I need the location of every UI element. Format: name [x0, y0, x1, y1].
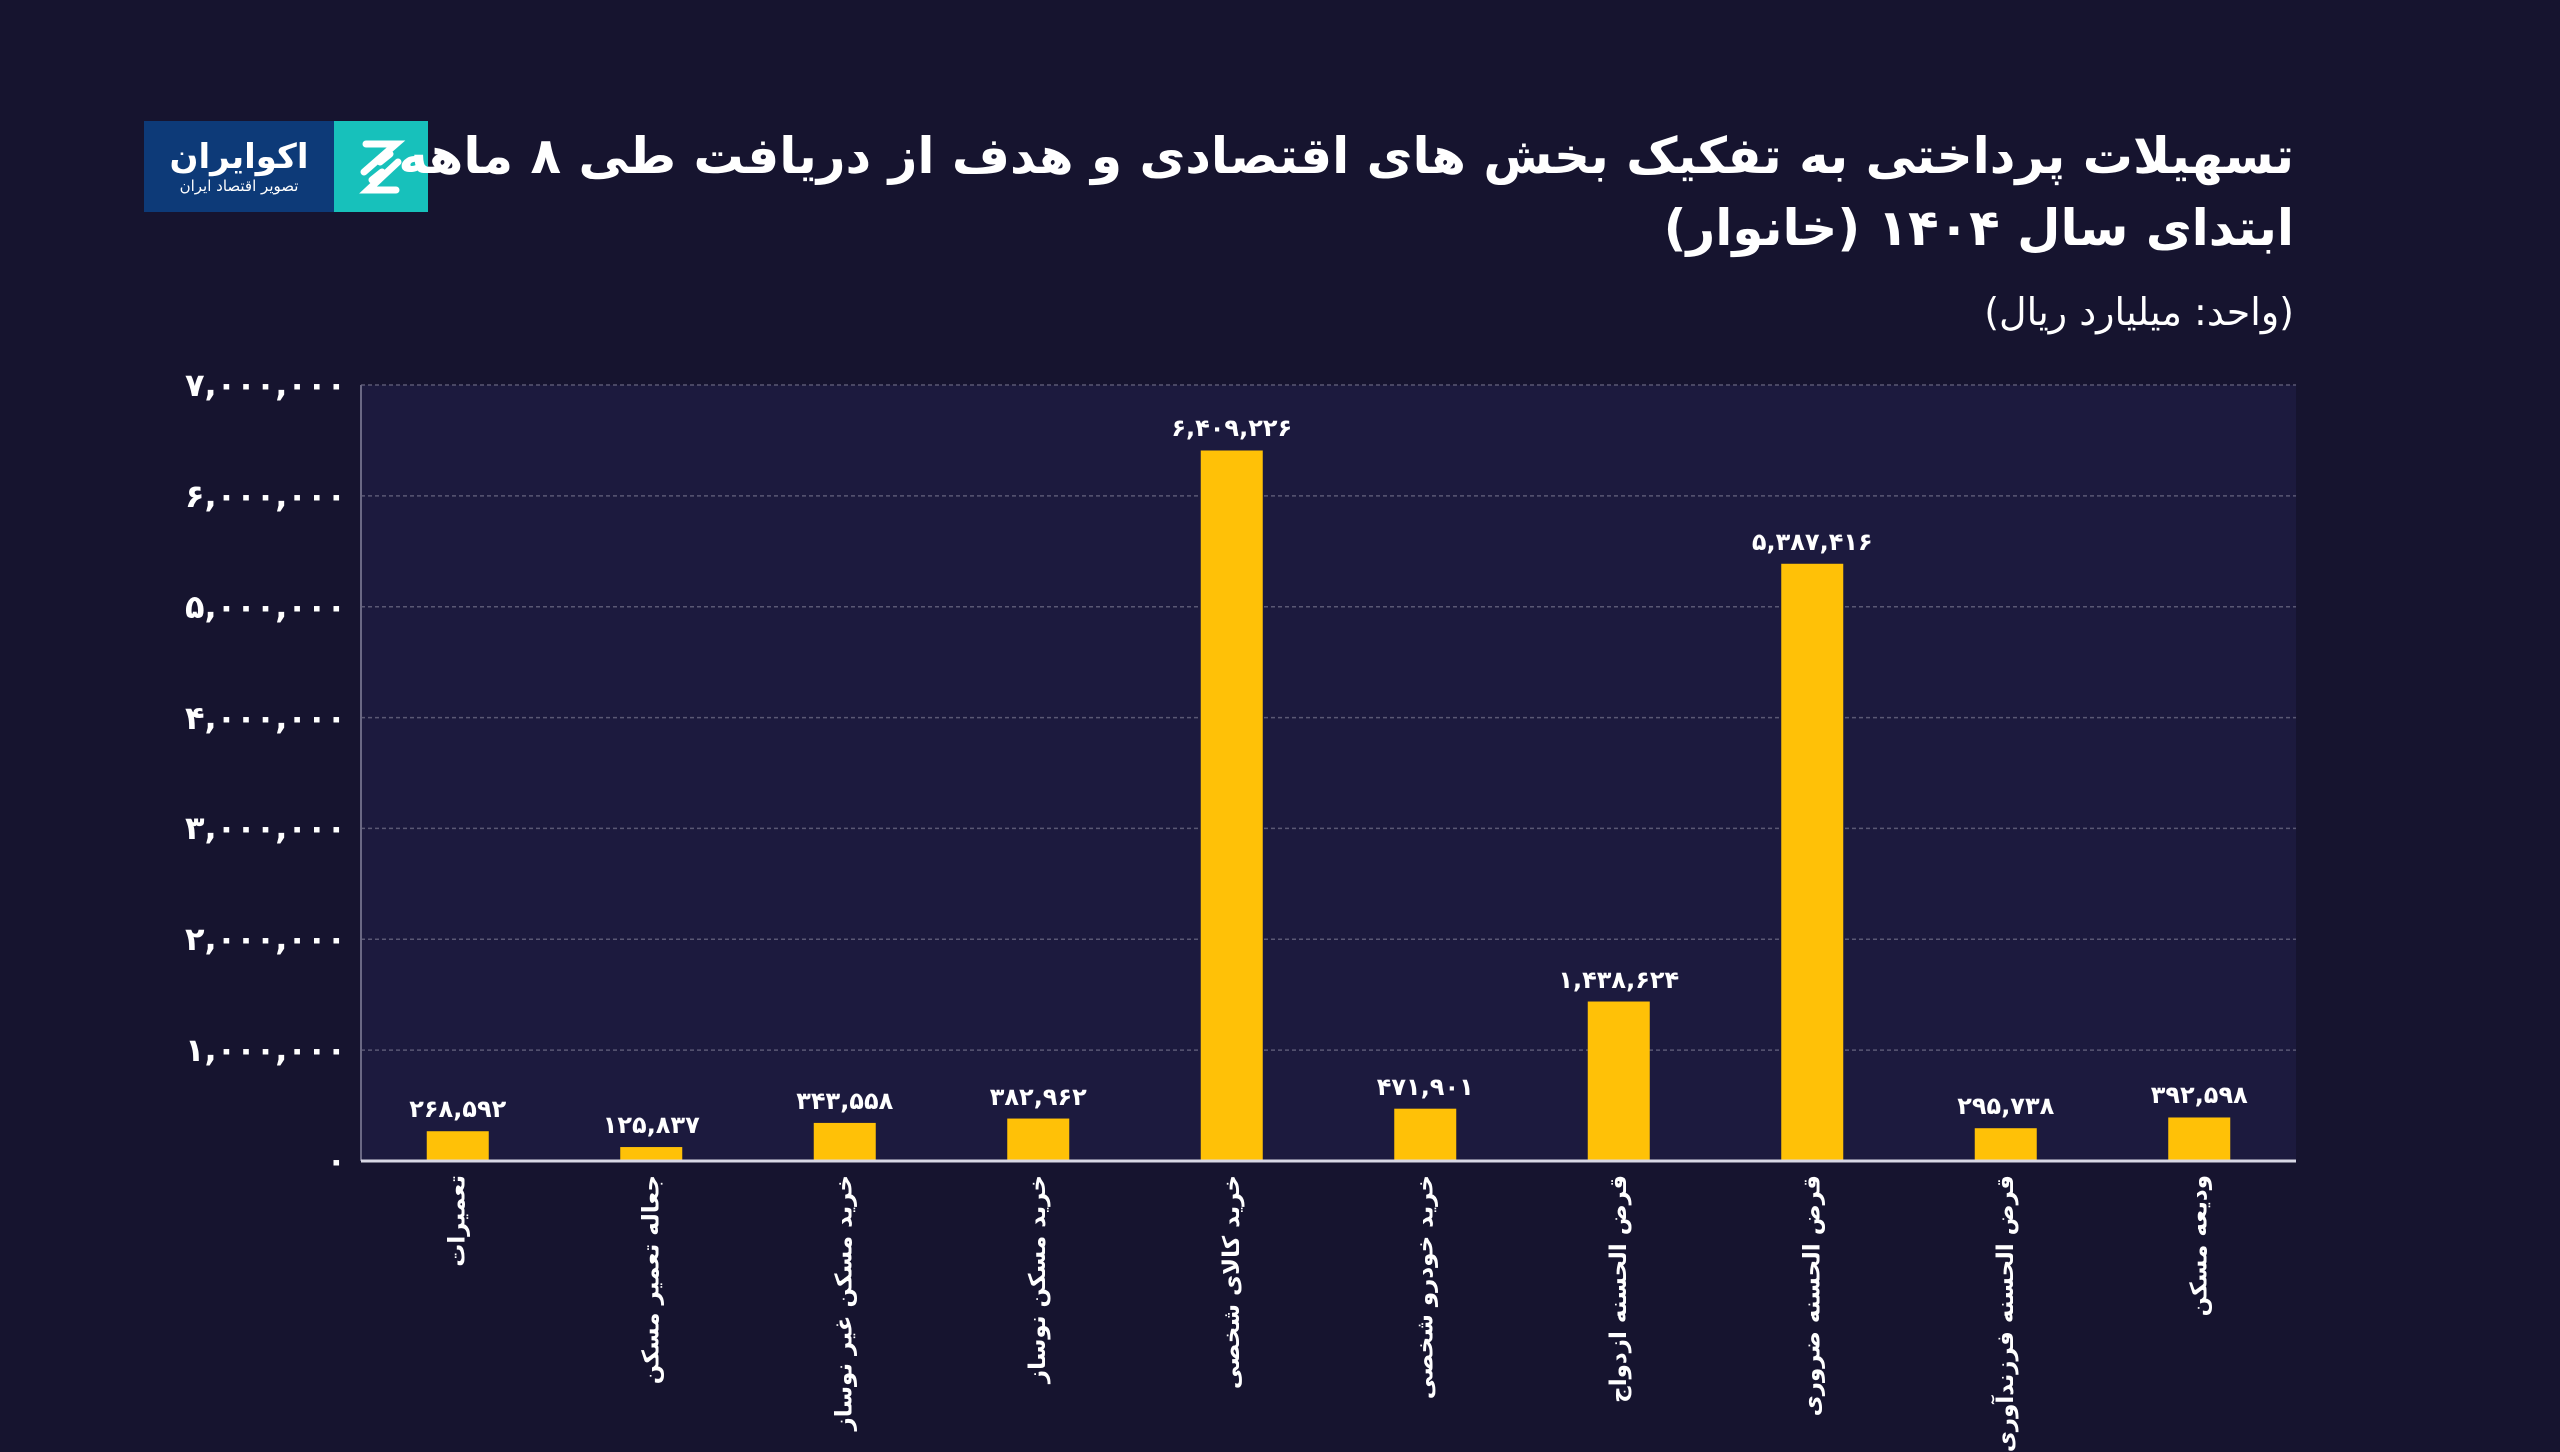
- category-label: خرید خودرو شخصی: [1412, 1175, 1439, 1400]
- chart-title: تسهیلات پرداختی به تفکیک بخش های اقتصادی…: [398, 127, 2294, 257]
- category-label: قرض الحسنه ازدواج: [1605, 1175, 1632, 1403]
- y-tick-label: ۷,۰۰۰,۰۰۰: [184, 366, 346, 404]
- data-label: ۲۶۸,۵۹۲: [409, 1095, 507, 1124]
- category-label: قرض الحسنه ضروری: [1799, 1175, 1826, 1417]
- data-label: ۲۹۵,۷۳۸: [1957, 1092, 2055, 1121]
- bar: [1200, 450, 1263, 1161]
- logo-mark-icon: [334, 121, 428, 212]
- data-label: ۶,۴۰۹,۲۲۶: [1171, 414, 1293, 443]
- category-label: ودیعه مسکن: [2186, 1175, 2213, 1317]
- plot-area: [361, 385, 2296, 1161]
- data-label: ۳۹۲,۵۹۸: [2150, 1081, 2248, 1110]
- bar: [426, 1131, 489, 1161]
- data-label: ۱۲۵,۸۳۷: [602, 1111, 700, 1140]
- y-tick-label: ۲,۰۰۰,۰۰۰: [184, 920, 346, 959]
- category-label: قرض الحسنه فرزندآوری: [1992, 1175, 2019, 1452]
- bar: [2168, 1117, 2231, 1161]
- category-label: خرید مسکن نوساز: [1025, 1175, 1052, 1384]
- y-tick-label: ۴,۰۰۰,۰۰۰: [184, 698, 346, 737]
- bar: [1007, 1118, 1070, 1161]
- category-label: خرید مسکن غیر نوساز: [831, 1175, 858, 1431]
- data-label: ۳۸۲,۹۶۲: [989, 1082, 1087, 1111]
- bar: [1394, 1108, 1457, 1161]
- bar: [813, 1122, 876, 1161]
- logo-name: اکوایران: [169, 136, 309, 177]
- logo-text: اکوایران تصویر اقتصاد ایران: [144, 121, 334, 212]
- bar: [1587, 1001, 1650, 1161]
- category-label: خرید کالای شخصی: [1218, 1175, 1245, 1390]
- bar: [1974, 1128, 2037, 1161]
- data-label: ۳۴۳,۵۵۸: [796, 1086, 894, 1115]
- data-label: ۵,۳۸۷,۴۱۶: [1751, 527, 1873, 556]
- y-tick-label: ۳,۰۰۰,۰۰۰: [184, 809, 346, 848]
- category-label: تعمیرات: [444, 1175, 471, 1267]
- unit-label: (واحد: میلیارد ریال): [1984, 290, 2294, 334]
- y-tick-label: ۵,۰۰۰,۰۰۰: [184, 587, 346, 626]
- bar: [620, 1147, 683, 1161]
- bar: [1781, 563, 1844, 1161]
- logo-tagline: تصویر اقتصاد ایران: [179, 176, 299, 195]
- y-tick-label: ۱,۰۰۰,۰۰۰: [184, 1031, 346, 1070]
- y-tick-label: ۶,۰۰۰,۰۰۰: [184, 476, 346, 515]
- ecoiran-logo: اکوایران تصویر اقتصاد ایران: [144, 121, 428, 212]
- data-label: ۱,۴۳۸,۶۲۴: [1558, 965, 1680, 994]
- data-label: ۴۷۱,۹۰۱: [1376, 1072, 1474, 1101]
- category-label: جعاله تعمیر مسکن: [638, 1175, 665, 1385]
- y-tick-label: ۰: [326, 1142, 346, 1180]
